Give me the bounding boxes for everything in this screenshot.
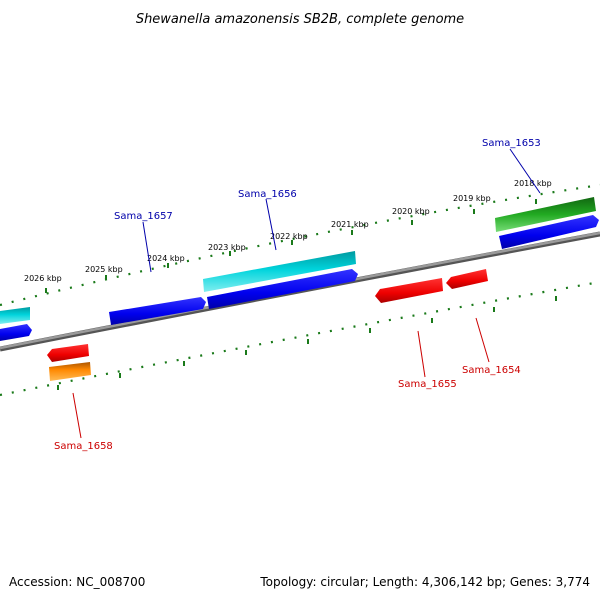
gene-label-sama-1653: Sama_1653	[482, 138, 541, 149]
map-title: Shewanella amazonensis SB2B, complete ge…	[136, 12, 464, 27]
callout-lines-forward	[142, 148, 541, 273]
tick-label-2019: 2019 kbp	[453, 194, 491, 203]
gene-label-sama-1657: Sama_1657	[114, 211, 173, 222]
gene-bar-sama-1656	[203, 251, 356, 292]
cds-reverse-sama-1658	[47, 344, 89, 362]
cds-reverse-sama-1655	[375, 278, 443, 303]
tick-label-2021: 2021 kbp	[331, 220, 369, 229]
tick-label-2024: 2024 kbp	[147, 254, 185, 263]
topology-summary: Topology: circular; Length: 4,306,142 bp…	[259, 575, 590, 589]
gene-bar-sama-1658	[49, 362, 91, 381]
tick-label-2026: 2026 kbp	[24, 274, 62, 283]
tick-label-2020: 2020 kbp	[392, 207, 430, 216]
cds-forward-left	[0, 324, 32, 341]
gene-label-sama-1655: Sama_1655	[398, 379, 457, 390]
gene-bar-sama-1653	[495, 197, 596, 232]
inner-tick-ring	[0, 280, 600, 397]
tick-label-2025: 2025 kbp	[85, 265, 123, 274]
gene-label-sama-1658: Sama_1658	[54, 441, 113, 452]
tick-label-2023: 2023 kbp	[208, 243, 246, 252]
outer-major-ticks	[45, 199, 537, 293]
tick-label-2022: 2022 kbp	[270, 232, 308, 241]
inner-major-ticks	[57, 296, 557, 390]
tick-label-2018: 2018 kbp	[514, 179, 552, 188]
cds-reverse-sama-1654	[446, 269, 488, 289]
cds-forward-sama-1657	[109, 297, 206, 325]
gene-bar-left	[0, 307, 30, 324]
gene-label-sama-1656: Sama_1656	[238, 189, 297, 200]
callout-lines-reverse	[72, 317, 490, 439]
cds-forward-sama-1653	[499, 215, 599, 249]
cds-forward-sama-1656	[207, 269, 358, 309]
accession-text: Accession: NC_008700	[9, 575, 145, 589]
gene-label-sama-1654: Sama_1654	[462, 365, 521, 376]
